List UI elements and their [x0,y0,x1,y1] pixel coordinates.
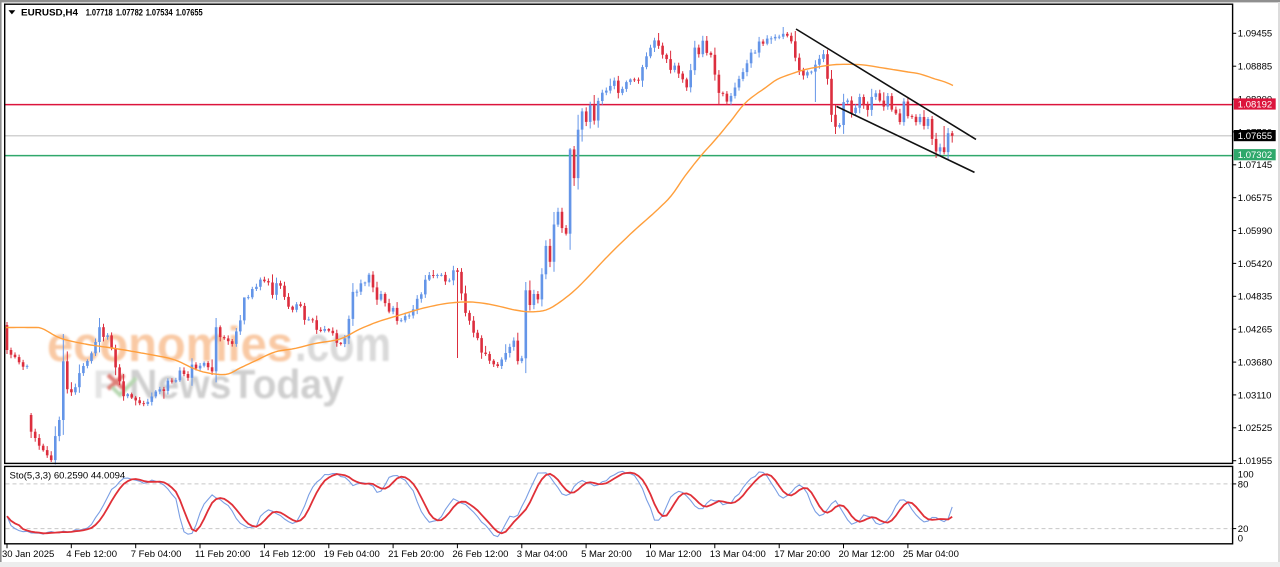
svg-text:7 Feb 04:00: 7 Feb 04:00 [131,549,182,560]
svg-text:0: 0 [1238,533,1243,544]
svg-text:NewsToday: NewsToday [129,361,344,407]
svg-text:EURUSD,H4: EURUSD,H4 [21,7,79,18]
svg-text:25 Mar 04:00: 25 Mar 04:00 [903,549,959,560]
svg-text:Sto(5,3,3) 60.2590 44.0094: Sto(5,3,3) 60.2590 44.0094 [10,471,126,482]
svg-text:1.05990: 1.05990 [1238,226,1272,237]
svg-text:11 Feb 20:00: 11 Feb 20:00 [195,549,250,560]
svg-text:1.07145: 1.07145 [1238,160,1272,171]
svg-text:1.04265: 1.04265 [1238,325,1272,336]
svg-text:1.03680: 1.03680 [1238,358,1272,369]
svg-text:1.02525: 1.02525 [1238,423,1272,434]
svg-text:4 Feb 12:00: 4 Feb 12:00 [66,549,117,560]
svg-text:17 Mar 20:00: 17 Mar 20:00 [774,549,830,560]
svg-text:1.07782: 1.07782 [116,7,143,18]
svg-text:21 Feb 20:00: 21 Feb 20:00 [388,549,444,560]
svg-text:10 Mar 12:00: 10 Mar 12:00 [646,549,702,560]
svg-text:1.06575: 1.06575 [1238,193,1272,204]
svg-text:1.03110: 1.03110 [1238,390,1272,401]
svg-text:1.08885: 1.08885 [1238,62,1272,73]
svg-text:14 Feb 12:00: 14 Feb 12:00 [259,549,315,560]
svg-text:100: 100 [1238,470,1254,481]
svg-text:1.07655: 1.07655 [176,7,204,18]
svg-text:5 Mar 20:00: 5 Mar 20:00 [581,549,632,560]
svg-text:30 Jan 2025: 30 Jan 2025 [2,549,54,560]
svg-text:13 Mar 04:00: 13 Mar 04:00 [710,549,766,560]
svg-text:1.07718: 1.07718 [86,7,113,18]
svg-text:1.01955: 1.01955 [1238,456,1272,467]
svg-text:1.05420: 1.05420 [1238,259,1272,270]
svg-text:3 Mar 04:00: 3 Mar 04:00 [517,549,568,560]
svg-text:26 Feb 12:00: 26 Feb 12:00 [452,549,508,560]
svg-text:1.07302: 1.07302 [1238,150,1272,161]
svg-text:1.07534: 1.07534 [146,7,174,18]
svg-text:1.09455: 1.09455 [1238,29,1272,40]
svg-text:1.04835: 1.04835 [1238,292,1272,303]
svg-text:1.07655: 1.07655 [1238,131,1272,142]
svg-text:80: 80 [1238,479,1249,490]
svg-text:20 Mar 12:00: 20 Mar 12:00 [839,549,895,560]
svg-text:19 Feb 04:00: 19 Feb 04:00 [324,549,380,560]
svg-text:1.08192: 1.08192 [1238,99,1272,110]
svg-text:20: 20 [1238,524,1249,535]
